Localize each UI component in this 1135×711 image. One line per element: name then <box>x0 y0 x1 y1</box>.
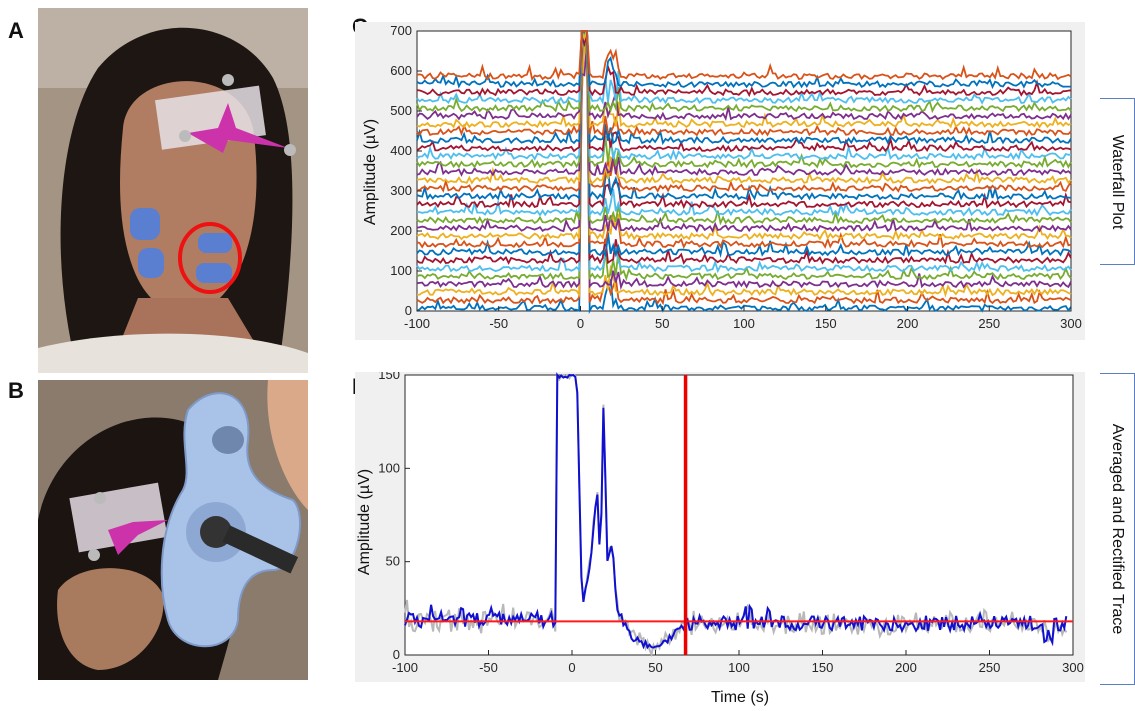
waterfall-trace <box>416 30 1072 153</box>
x-tick-label: -100 <box>404 316 430 331</box>
x-tick-label: 250 <box>979 660 1001 675</box>
waterfall-trace <box>416 30 1072 114</box>
x-tick-label: 200 <box>897 316 919 331</box>
waterfall-trace <box>416 30 1072 258</box>
y-tick-label: 400 <box>390 143 412 158</box>
waterfall-side-label-text: Waterfall Plot <box>1109 134 1126 229</box>
y-tick-label: 100 <box>390 263 412 278</box>
photo-face-electrodes <box>38 8 308 373</box>
x-tick-label: 100 <box>728 660 750 675</box>
waterfall-trace <box>416 30 1072 177</box>
panel-letter-b: B <box>8 378 24 403</box>
averaged-side-label: Averaged and Rectified Trace <box>1100 373 1135 685</box>
waterfall-trace <box>416 30 1072 226</box>
averaged-trace-chart: -100 -50 0 50 100 150 200 250 300 0 50 100 150 Ampli… <box>355 372 1085 706</box>
y-tick-label: 50 <box>386 554 400 569</box>
photo-tms-coil <box>38 380 308 680</box>
waterfall-trace <box>416 30 1072 98</box>
x-tick-label: -100 <box>392 660 418 675</box>
x-tick-label: 0 <box>577 316 584 331</box>
plot-area <box>404 374 1074 656</box>
y-axis-label: Amplitude (µV) <box>362 119 379 225</box>
waterfall-trace <box>416 30 1072 82</box>
waterfall-trace <box>416 30 1072 185</box>
x-tick-label: 300 <box>1060 316 1082 331</box>
x-tick-label: -50 <box>489 316 508 331</box>
x-axis-label: Time (s) <box>711 689 769 706</box>
waterfall-trace <box>416 35 1072 306</box>
waterfall-trace <box>416 30 1072 161</box>
panel-letter-a: A <box>8 18 24 43</box>
waterfall-trace <box>416 30 1072 129</box>
x-tick-label: 50 <box>655 316 669 331</box>
y-tick-label: 200 <box>390 223 412 238</box>
waterfall-trace <box>416 30 1072 282</box>
waterfall-trace <box>416 30 1072 265</box>
y-tick-label: 150 <box>378 372 400 382</box>
x-tick-label: 250 <box>978 316 1000 331</box>
y-axis-label: Amplitude (µV) <box>356 469 373 575</box>
waterfall-trace <box>416 30 1072 249</box>
y-tick-label: 300 <box>390 183 412 198</box>
waterfall-trace <box>416 30 1071 90</box>
waterfall-trace <box>416 42 1072 291</box>
waterfall-trace <box>416 30 1072 106</box>
waterfall-trace <box>416 30 1072 146</box>
waterfall-trace <box>416 30 1072 298</box>
waterfall-trace <box>416 30 1072 274</box>
y-tick-label: 700 <box>390 23 412 38</box>
x-tick-label: 150 <box>815 316 837 331</box>
x-tick-label: 300 <box>1062 660 1084 675</box>
waterfall-trace <box>416 30 1072 218</box>
waterfall-trace <box>416 30 1072 193</box>
y-tick-label: 0 <box>393 647 400 662</box>
y-tick-label: 600 <box>390 63 412 78</box>
x-tick-label: 150 <box>812 660 834 675</box>
waterfall-trace <box>416 35 1072 315</box>
averaged-trace <box>404 372 1068 650</box>
averaged-side-label-text: Averaged and Rectified Trace <box>1109 423 1126 635</box>
waterfall-trace <box>416 30 1072 201</box>
x-tick-label: 200 <box>895 660 917 675</box>
x-tick-label: 100 <box>733 316 755 331</box>
waterfall-side-label: Waterfall Plot <box>1100 98 1135 265</box>
waterfall-trace <box>416 30 1072 233</box>
x-tick-label: 0 <box>568 660 575 675</box>
y-tick-label: 500 <box>390 103 412 118</box>
waterfall-chart: -100 -50 0 50 100 150 200 250 300 0 100 200 300 400 50… <box>355 22 1085 340</box>
waterfall-trace <box>416 30 1072 169</box>
waterfall-trace <box>416 30 1072 137</box>
y-tick-label: 100 <box>378 460 400 475</box>
waterfall-trace <box>416 30 1072 210</box>
x-tick-label: 50 <box>648 660 662 675</box>
waterfall-trace <box>416 30 1072 241</box>
waterfall-trace <box>416 30 1072 122</box>
y-tick-label: 0 <box>405 303 412 318</box>
x-tick-label: -50 <box>479 660 498 675</box>
